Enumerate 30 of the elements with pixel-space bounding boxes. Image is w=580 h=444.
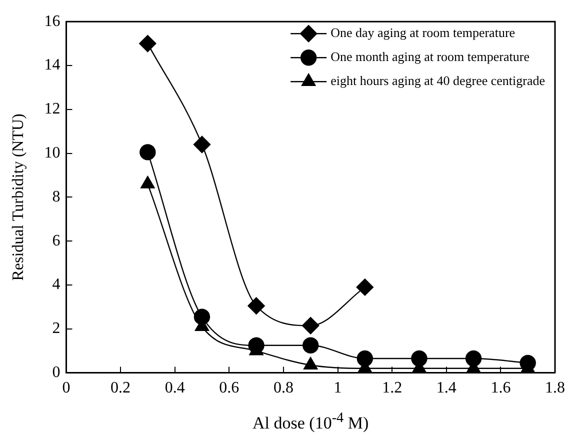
- y-tick-label: 2: [52, 320, 60, 338]
- point: [193, 136, 211, 154]
- y-tick-label: 0: [52, 364, 60, 382]
- x-tick-label: 1.6: [490, 380, 511, 397]
- legend-label: eight hours aging at 40 degree centigrade: [330, 73, 546, 88]
- x-tick-label: 0.6: [219, 380, 240, 397]
- point: [302, 317, 320, 334]
- legend-label: One month aging at room temperature: [330, 49, 530, 64]
- point: [139, 34, 156, 52]
- point: [140, 144, 156, 160]
- y-tick-label: 10: [44, 144, 60, 162]
- point: [356, 278, 374, 296]
- x-tick-label: 1.4: [436, 380, 456, 397]
- y-tick-label: 16: [44, 12, 60, 30]
- x-tick-label: 0.4: [164, 380, 185, 397]
- y-tick-label: 14: [44, 56, 60, 74]
- point: [248, 297, 265, 314]
- point: [302, 337, 319, 354]
- y-tick-label: 12: [44, 100, 60, 118]
- legend-label: One day aging at room temperature: [330, 25, 516, 40]
- x-tick-label: 1: [334, 380, 342, 397]
- y-tick-label: 6: [52, 232, 60, 250]
- x-tick-label: 1.8: [545, 380, 565, 397]
- x-tick-label: 1.2: [382, 380, 402, 397]
- x-tick-label: 0.2: [110, 380, 131, 397]
- y-tick-label: 4: [52, 276, 60, 294]
- x-tick-label: 0.8: [273, 380, 294, 397]
- x-axis-title: Al dose (10$^{-4}$ M): [252, 410, 369, 434]
- y-axis-title: Residual Turbidity (NTU): [10, 114, 27, 281]
- y-tick-label: 8: [52, 188, 60, 206]
